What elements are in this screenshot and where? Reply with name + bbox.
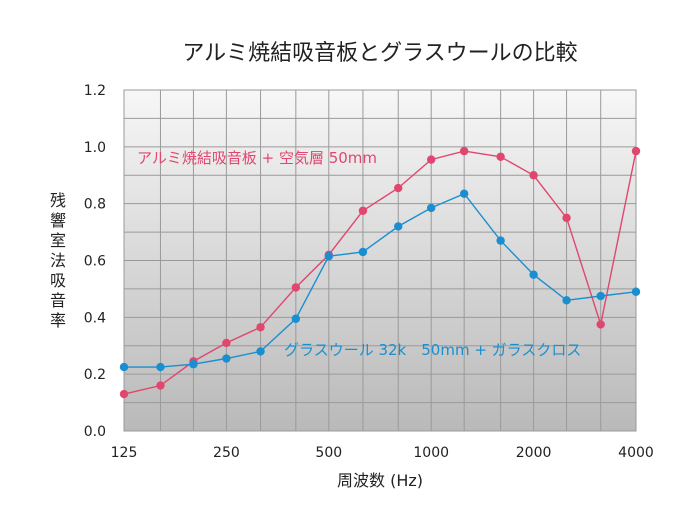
series-0-point-8 [394,183,403,193]
x-axis-label: 周波数 (Hz) [337,471,423,490]
series-1-point-5 [291,314,301,323]
series-0-point-1 [156,381,165,390]
y-tick-label-4: 0.8 [84,197,106,213]
series-1-point-12 [529,270,538,279]
y-tick-label-0: 0.0 [84,424,106,440]
series-1-point-8 [394,222,403,231]
series-1-point-4 [256,347,265,356]
series-0-point-9 [427,155,436,164]
series-0-point-14 [596,320,605,329]
y-axis-label: 残響室法吸音率 [50,191,66,330]
chart-title: アルミ焼結吸音板とグラスウールの比較 [182,41,577,66]
y-tick-label-1: 0.2 [84,367,106,383]
series-1-point-9 [427,203,436,213]
series-1-point-7 [358,247,368,257]
grid [123,89,637,432]
series-1-point-11 [496,236,505,245]
y-ticks: 0.0 0.2 0.4 0.6 0.8 1.0 1.2 [84,83,106,440]
series-1-point-6 [324,252,333,261]
series-points [119,146,641,399]
series-label-aluminum: アルミ焼結吸音板 + 空気層 50mm [137,149,377,167]
x-tick-label-1: 250 [213,445,240,461]
series-1-point-2 [189,360,198,369]
x-tick-label-4: 2000 [516,445,552,461]
series-line-1 [124,192,637,368]
series-lines [123,150,637,395]
series-0-point-4 [256,323,265,332]
series-1-point-0 [119,362,129,372]
x-tick-label-2: 500 [315,445,342,461]
x-ticks: 125 250 500 1000 2000 4000 [111,445,654,461]
series-0-point-12 [529,171,538,180]
y-tick-label-3: 0.6 [84,254,106,270]
series-0-point-0 [119,389,129,399]
series-1-point-14 [596,291,605,301]
series-label-glasswool: グラスウール 32k 50mm + ガラスクロス [284,341,581,359]
series-1-point-15 [631,287,641,296]
x-tick-label-5: 4000 [618,445,654,461]
y-tick-label-2: 0.4 [84,310,106,326]
y-tick-label-6: 1.2 [84,83,106,99]
series-1-point-13 [562,296,571,305]
x-tick-label-3: 1000 [413,445,449,461]
series-0-point-7 [358,206,368,215]
x-tick-label-0: 125 [111,445,138,461]
y-tick-label-5: 1.0 [84,140,106,156]
series-0-point-11 [496,152,505,161]
series-0-point-5 [291,283,301,292]
series-line-0 [123,150,637,395]
series-0-point-13 [562,213,571,223]
series-0-point-10 [459,146,469,156]
series-0-point-3 [222,338,231,348]
series-0-point-15 [631,146,641,156]
series-1-point-1 [156,362,165,372]
series-1-point-10 [459,189,469,198]
series-1-point-3 [222,354,231,363]
